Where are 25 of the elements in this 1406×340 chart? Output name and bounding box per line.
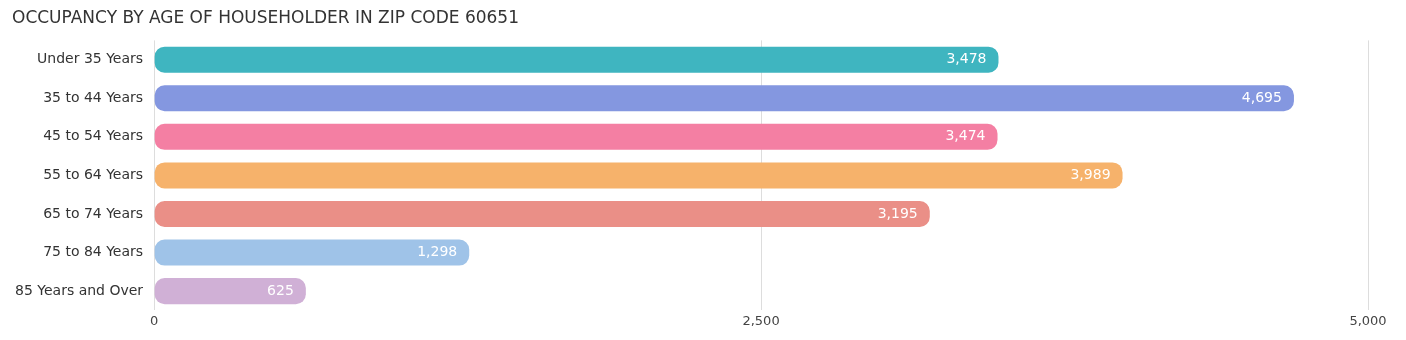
x-tick-label: 5,000 xyxy=(1349,312,1387,328)
x-tick-label: 0 xyxy=(149,312,159,328)
bar xyxy=(154,200,930,227)
bar xyxy=(154,85,1294,112)
bar xyxy=(154,162,1123,189)
y-tick-label: 85 Years and Over xyxy=(14,281,144,298)
x-tick-label: 2,500 xyxy=(742,312,780,328)
y-tick-label: Under 35 Years xyxy=(37,50,144,67)
bar xyxy=(154,239,470,266)
y-tick-label: 75 to 84 Years xyxy=(43,243,144,260)
data-label: 4,695 xyxy=(1241,88,1282,105)
data-label: 3,474 xyxy=(945,127,986,144)
bar xyxy=(154,278,306,305)
y-tick-label: 55 to 64 Years xyxy=(43,166,144,183)
bar xyxy=(154,46,999,73)
bar xyxy=(154,123,998,150)
y-tick-label: 35 to 44 Years xyxy=(43,88,144,105)
y-tick-label: 45 to 54 Years xyxy=(43,127,144,144)
chart-title: OCCUPANCY BY AGE OF HOUSEHOLDER IN ZIP CODE 60651 xyxy=(12,6,520,27)
data-label: 1,298 xyxy=(417,243,458,260)
data-label: 625 xyxy=(267,281,294,298)
data-label: 3,989 xyxy=(1070,166,1111,183)
data-label: 3,195 xyxy=(877,204,918,221)
data-label: 3,478 xyxy=(946,50,987,67)
y-tick-label: 65 to 74 Years xyxy=(43,204,144,221)
